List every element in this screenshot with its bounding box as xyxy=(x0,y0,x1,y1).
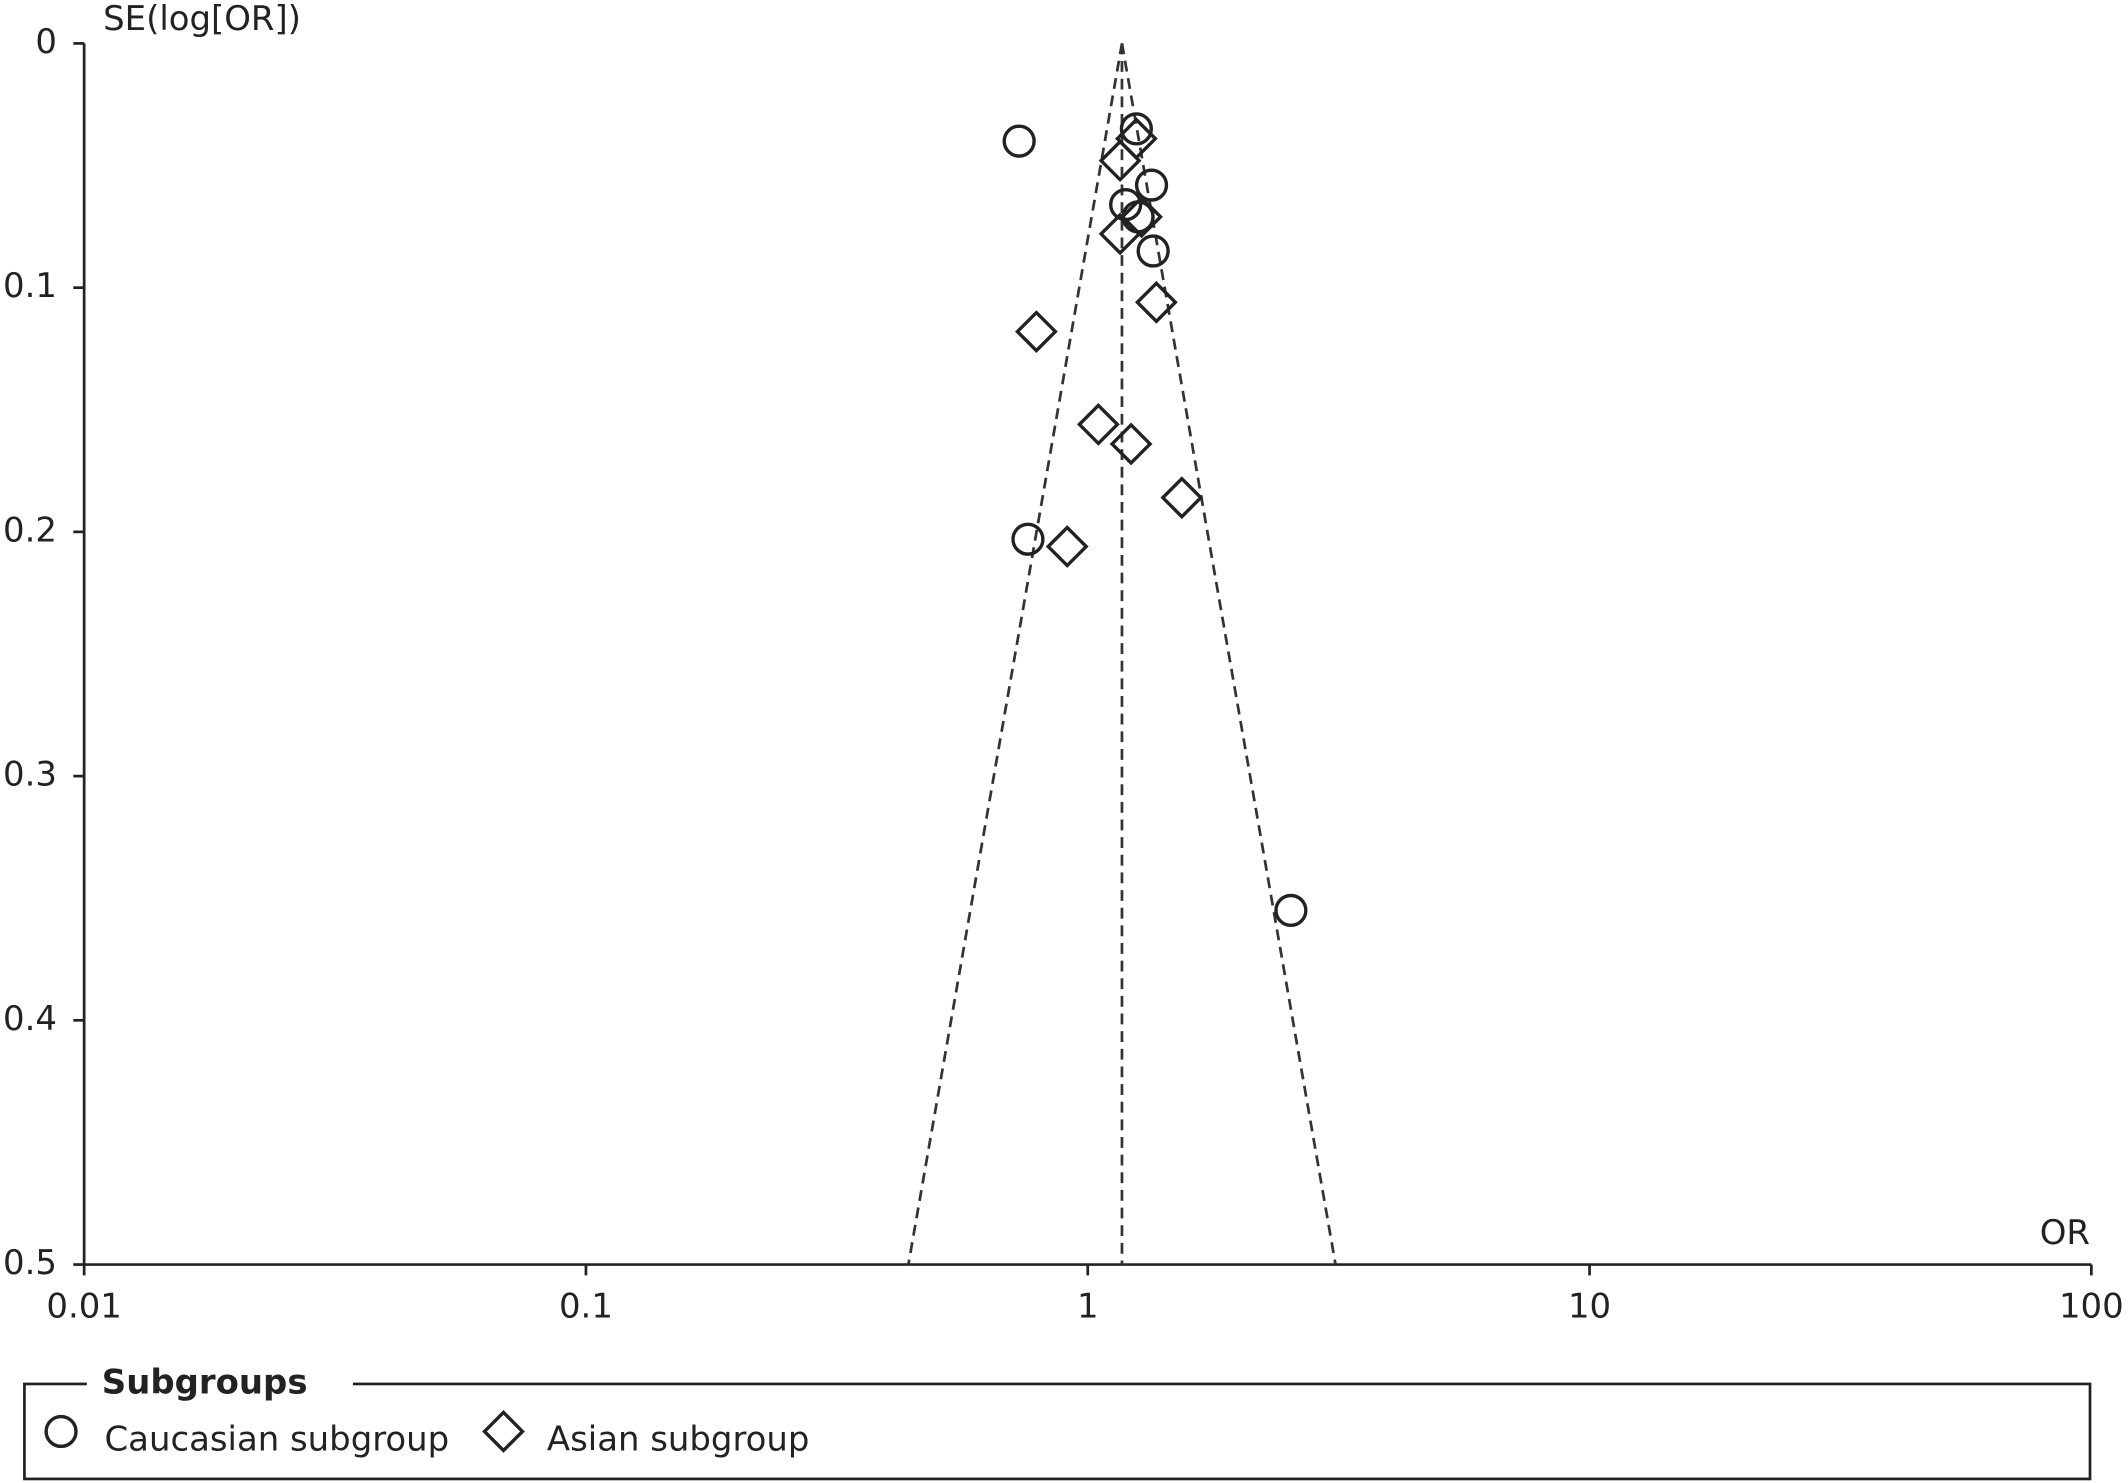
legend-box xyxy=(23,1382,2092,1481)
x-tick-label: 100 xyxy=(2059,1286,2124,1325)
point xyxy=(1119,112,1154,146)
legend-marker xyxy=(44,1414,78,1449)
point xyxy=(1274,893,1308,928)
point xyxy=(1160,476,1204,520)
x-tick-label: 1 xyxy=(1077,1286,1099,1325)
point xyxy=(1011,522,1045,556)
point xyxy=(1098,139,1142,183)
point xyxy=(1045,525,1089,568)
point xyxy=(1134,280,1178,324)
y-tick-label: 0.2 xyxy=(3,510,57,549)
y-tick-label: 0.1 xyxy=(3,266,57,305)
y-tick-label: 0.4 xyxy=(3,999,57,1038)
point xyxy=(1002,124,1036,158)
legend-label: Caucasian subgroup xyxy=(104,1419,449,1458)
x-tick-label: 0.01 xyxy=(46,1286,122,1325)
x-tick-label: 0.1 xyxy=(559,1286,613,1325)
x-axis-label: OR xyxy=(2040,1213,2090,1252)
point xyxy=(1136,234,1170,268)
point xyxy=(1014,310,1058,353)
y-tick-label: 0 xyxy=(35,22,57,61)
point xyxy=(1109,422,1153,466)
funnel-line xyxy=(1120,43,1337,1265)
funnel-line xyxy=(907,43,1124,1265)
y-tick-label: 0.3 xyxy=(3,755,57,794)
y-axis-label: SE(log[OR]) xyxy=(103,0,301,38)
y-tick-label: 0.5 xyxy=(3,1243,57,1282)
legend-marker xyxy=(482,1410,525,1453)
point xyxy=(1076,403,1120,446)
point xyxy=(1134,168,1169,202)
legend-title: Subgroups xyxy=(102,1362,308,1401)
x-tick-label: 10 xyxy=(1568,1286,1611,1325)
point xyxy=(1120,195,1163,239)
point xyxy=(1098,212,1142,256)
legend-label: Asian subgroup xyxy=(547,1419,810,1458)
legend-title-bg xyxy=(86,1367,353,1403)
